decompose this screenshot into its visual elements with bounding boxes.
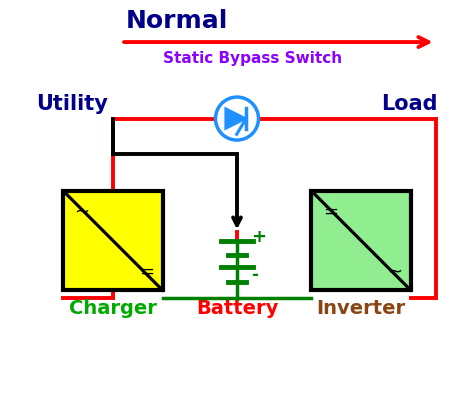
Text: $\sim$: $\sim$ — [384, 261, 403, 279]
Text: Inverter: Inverter — [317, 299, 406, 318]
Polygon shape — [226, 108, 246, 129]
Text: $=$: $=$ — [319, 202, 338, 220]
Text: Normal: Normal — [125, 10, 228, 33]
Text: Utility: Utility — [36, 94, 108, 114]
Text: +: + — [251, 228, 266, 246]
Text: Battery: Battery — [196, 299, 278, 318]
Text: $=$: $=$ — [136, 261, 155, 279]
FancyBboxPatch shape — [311, 191, 410, 290]
FancyBboxPatch shape — [64, 191, 163, 290]
Text: Load: Load — [381, 94, 438, 114]
Text: Charger: Charger — [69, 299, 157, 318]
Text: Static Bypass Switch: Static Bypass Switch — [163, 51, 342, 66]
Text: $\sim$: $\sim$ — [71, 202, 90, 220]
Text: -: - — [251, 266, 258, 284]
